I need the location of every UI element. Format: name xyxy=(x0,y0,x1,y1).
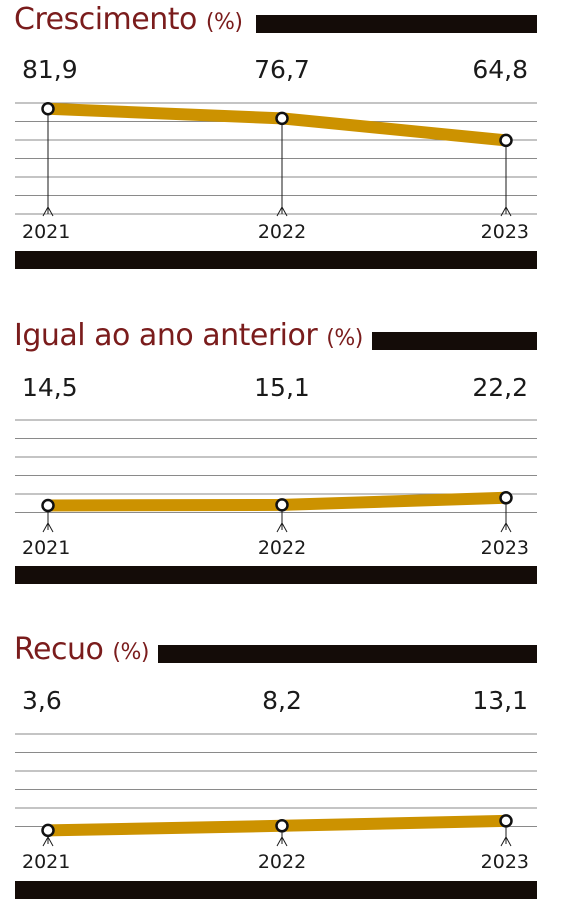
chart-title: Recuo (%) xyxy=(14,630,149,673)
x-tick-label: 2023 xyxy=(481,537,529,559)
data-point xyxy=(499,491,513,505)
chart-panel-crescimento: Crescimento (%) 81,9 76,7 64,8 2021 2022 2023 xyxy=(0,0,562,290)
series-line xyxy=(47,102,507,147)
line-chart: 14,5 15,1 22,2 2021 2022 2023 xyxy=(15,373,537,559)
value-label: 64,8 xyxy=(472,55,528,84)
data-point xyxy=(41,823,55,838)
value-label: 22,2 xyxy=(472,373,528,402)
drop-line-foot xyxy=(500,835,512,847)
value-label: 13,1 xyxy=(472,686,528,715)
data-point xyxy=(499,133,513,148)
value-label: 15,1 xyxy=(254,373,310,402)
data-point xyxy=(41,498,55,513)
drop-line-foot xyxy=(276,521,288,533)
drop-line-foot xyxy=(276,835,288,847)
line-chart: 81,9 76,7 64,8 2021 2022 2023 xyxy=(15,55,537,243)
bottom-bar xyxy=(15,566,537,584)
data-point xyxy=(275,111,289,126)
chart-unit: (%) xyxy=(326,326,363,351)
chart-title: Igual ao ano anterior (%) xyxy=(14,316,363,359)
title-bar xyxy=(256,15,537,33)
drop-line-foot xyxy=(42,205,54,217)
x-tick-label: 2021 xyxy=(22,851,70,873)
title-bar xyxy=(158,645,537,663)
x-tick-label: 2023 xyxy=(481,851,529,873)
value-label: 81,9 xyxy=(22,55,78,84)
chart-unit: (%) xyxy=(205,10,243,35)
chart-panel-igual: Igual ao ano anterior (%) 14,5 15,1 22,2 20… xyxy=(0,316,562,606)
x-tick-label: 2021 xyxy=(22,221,70,243)
drop-line-foot xyxy=(500,205,512,217)
bottom-bar xyxy=(15,251,537,269)
x-tick-label: 2023 xyxy=(481,221,529,243)
drop-line-foot xyxy=(276,205,288,217)
value-label: 76,7 xyxy=(254,55,310,84)
line-chart: 3,6 8,2 13,1 2021 2022 2023 xyxy=(15,686,537,873)
x-tick-label: 2021 xyxy=(22,537,70,559)
drop-line-foot xyxy=(500,521,512,533)
data-point xyxy=(499,814,513,828)
chart-panel-recuo: Recuo (%) 3,6 8,2 13,1 2021 2022 2023 xyxy=(0,630,562,920)
chart-title-text: Igual ao ano anterior xyxy=(14,318,318,353)
x-tick-label: 2022 xyxy=(258,851,306,873)
x-tick-label: 2022 xyxy=(258,221,306,243)
data-point xyxy=(41,101,55,116)
data-point xyxy=(275,498,289,512)
drop-line-foot xyxy=(42,521,54,533)
chart-title-text: Recuo xyxy=(14,632,104,667)
chart-unit: (%) xyxy=(112,640,149,665)
x-tick-label: 2022 xyxy=(258,537,306,559)
bottom-bar xyxy=(15,881,537,899)
value-label: 3,6 xyxy=(22,686,62,715)
value-label: 8,2 xyxy=(262,686,302,715)
chart-title: Crescimento (%) xyxy=(14,0,243,43)
title-bar xyxy=(372,332,537,350)
value-label: 14,5 xyxy=(22,373,78,402)
chart-title-text: Crescimento xyxy=(14,2,197,37)
data-point xyxy=(275,819,289,833)
